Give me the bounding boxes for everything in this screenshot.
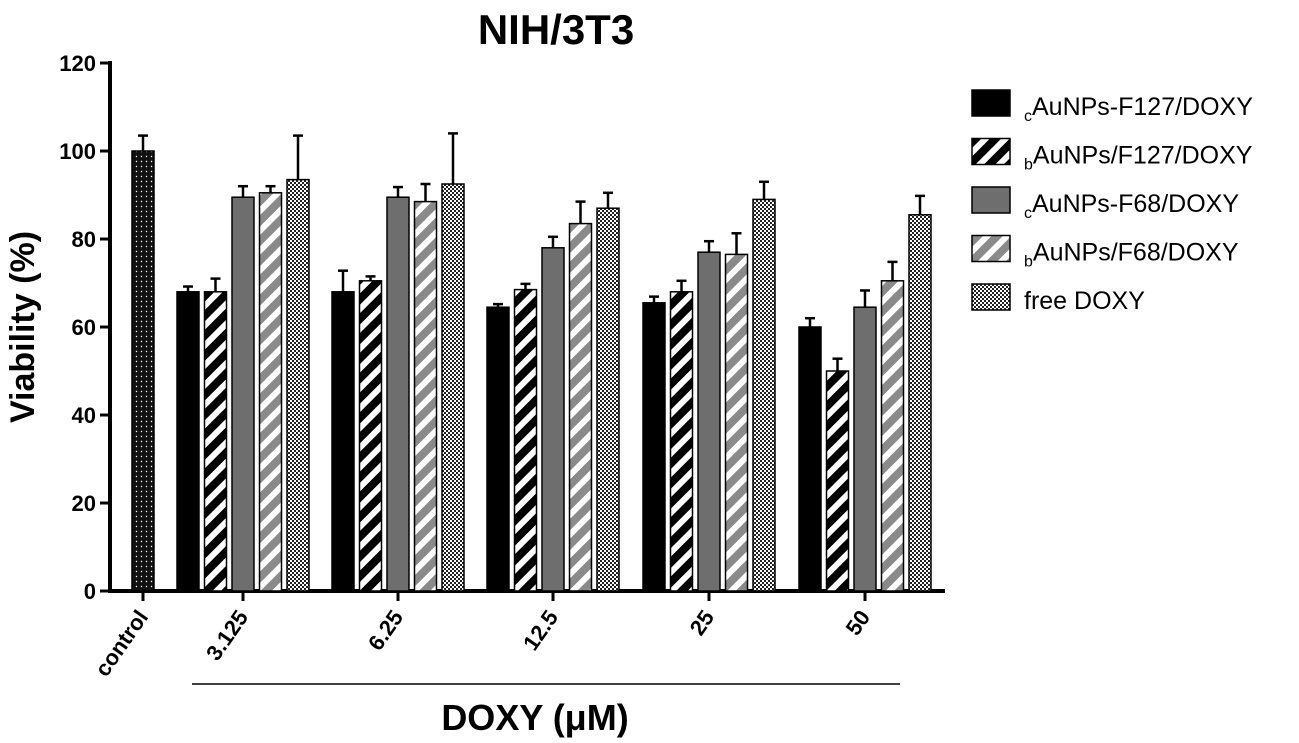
bar-b-aunps-f68-doxy-6.25 (413, 200, 438, 592)
legend-swatch (971, 283, 1011, 311)
bar-free-doxy-25 (752, 198, 776, 592)
x-tick-label: 3.125 (201, 606, 253, 665)
x-axis-label: DOXY (μM) (441, 697, 628, 738)
bar-c-aunps-f127-doxy-50 (798, 326, 822, 592)
y-tick-label: 60 (72, 315, 96, 340)
legend-label: bAuNPs/F68/DOXY (1024, 239, 1239, 271)
x-tick-label: 6.25 (363, 606, 408, 655)
legend-swatch (971, 186, 1011, 214)
chart-title: NIH/3T3 (478, 6, 634, 53)
bar-b-aunps-f127-doxy-12.5 (513, 288, 538, 592)
y-axis-label: Viability (%) (4, 231, 42, 423)
bar-c-aunps-f68-doxy-25 (697, 251, 721, 592)
bar-b-aunps-f127-doxy-50 (825, 370, 850, 592)
error-bars (138, 132, 925, 371)
bar-b-aunps-f68-doxy-12.5 (568, 222, 593, 592)
y-tick-label: 120 (59, 51, 96, 76)
legend-swatch (971, 137, 1011, 166)
bar-b-aunps-f127-doxy-3.125 (203, 291, 228, 592)
bars (131, 150, 932, 592)
legend-swatch (971, 234, 1011, 263)
y-tick-label: 100 (59, 139, 96, 164)
bar-free-doxy-6.25 (441, 183, 465, 592)
y-tick-label: 80 (72, 227, 96, 252)
x-tick-label: 25 (685, 606, 720, 640)
bar-control (131, 150, 155, 592)
bar-c-aunps-f68-doxy-6.25 (386, 196, 410, 592)
bar-free-doxy-50 (908, 214, 932, 592)
y-tick-label: 0 (84, 579, 96, 604)
x-tick-label: 50 (841, 606, 876, 640)
legend-label: cAuNPs-F68/DOXY (1024, 190, 1239, 222)
bar-b-aunps-f68-doxy-3.125 (258, 192, 283, 592)
legend: cAuNPs-F127/DOXY bAuNPs/F127/DOXY cAuNPs-F… (971, 89, 1253, 315)
legend-label: cAuNPs-F127/DOXY (1024, 93, 1253, 125)
bar-free-doxy-12.5 (596, 207, 620, 592)
bar-b-aunps-f68-doxy-25 (724, 253, 749, 592)
bar-b-aunps-f127-doxy-25 (669, 291, 694, 592)
bar-c-aunps-f68-doxy-12.5 (541, 247, 565, 592)
bar-c-aunps-f68-doxy-3.125 (231, 196, 255, 592)
legend-label: bAuNPs/F127/DOXY (1024, 142, 1253, 174)
bar-b-aunps-f127-doxy-6.25 (358, 280, 383, 592)
x-tick-label: 12.5 (518, 606, 563, 655)
bar-b-aunps-f68-doxy-50 (880, 280, 905, 592)
x-tick-label-control: control (90, 606, 153, 681)
bar-c-aunps-f127-doxy-3.125 (176, 291, 200, 592)
x-tick-labels: control 3.125 6.25 12.5 25 50 (90, 606, 875, 681)
legend-swatch (971, 89, 1011, 117)
y-tick-label: 20 (72, 491, 96, 516)
bar-c-aunps-f127-doxy-25 (642, 302, 666, 592)
bar-c-aunps-f68-doxy-50 (853, 306, 877, 592)
bar-free-doxy-3.125 (286, 178, 310, 592)
bar-c-aunps-f127-doxy-12.5 (486, 306, 510, 592)
y-tick-label: 40 (72, 403, 96, 428)
bar-c-aunps-f127-doxy-6.25 (331, 291, 355, 592)
legend-label: free DOXY (1024, 287, 1145, 315)
